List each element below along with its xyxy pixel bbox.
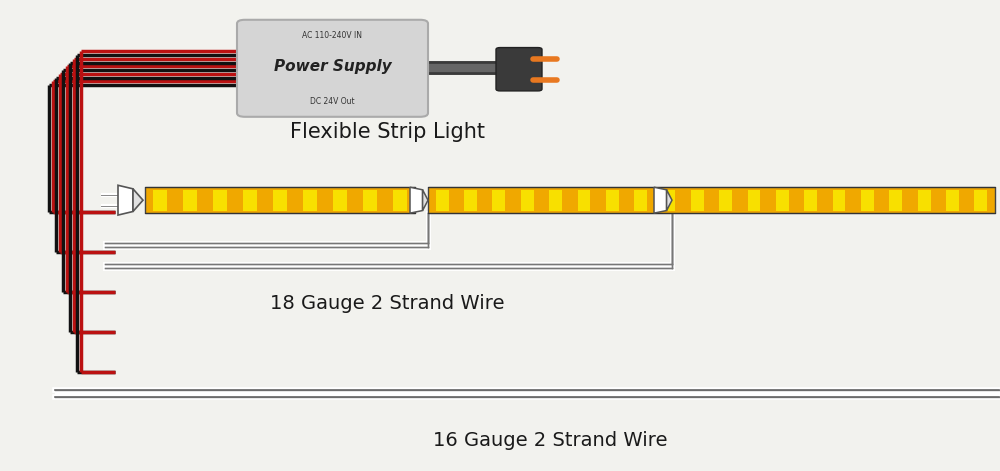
- Polygon shape: [410, 187, 423, 213]
- Bar: [243, 190, 257, 211]
- Bar: [663, 190, 675, 211]
- Bar: [578, 190, 590, 211]
- FancyBboxPatch shape: [496, 48, 542, 91]
- Bar: [145, 187, 415, 213]
- Polygon shape: [133, 189, 143, 211]
- Bar: [273, 190, 287, 211]
- Bar: [153, 190, 167, 211]
- Text: Flexible Strip Light: Flexible Strip Light: [290, 122, 485, 142]
- Bar: [889, 190, 902, 211]
- Bar: [719, 190, 732, 211]
- Bar: [363, 190, 377, 211]
- Bar: [918, 190, 931, 211]
- Bar: [393, 190, 407, 211]
- Bar: [436, 190, 449, 211]
- Bar: [634, 190, 647, 211]
- Bar: [428, 187, 995, 213]
- Polygon shape: [667, 190, 672, 211]
- Text: 16 Gauge 2 Strand Wire: 16 Gauge 2 Strand Wire: [433, 431, 667, 450]
- Bar: [748, 190, 760, 211]
- Polygon shape: [118, 185, 133, 215]
- Bar: [691, 190, 704, 211]
- Bar: [833, 190, 845, 211]
- Text: Power Supply: Power Supply: [274, 59, 391, 74]
- Bar: [213, 190, 227, 211]
- Bar: [303, 190, 317, 211]
- Bar: [804, 190, 817, 211]
- Text: AC 110-240V IN: AC 110-240V IN: [302, 31, 362, 40]
- Bar: [464, 190, 477, 211]
- Bar: [974, 190, 987, 211]
- Bar: [946, 190, 959, 211]
- Bar: [492, 190, 505, 211]
- Polygon shape: [423, 190, 428, 211]
- Text: 18 Gauge 2 Strand Wire: 18 Gauge 2 Strand Wire: [270, 294, 505, 313]
- Bar: [549, 190, 562, 211]
- Bar: [521, 190, 534, 211]
- Bar: [333, 190, 347, 211]
- Bar: [776, 190, 789, 211]
- Bar: [861, 190, 874, 211]
- Polygon shape: [654, 187, 667, 213]
- Bar: [183, 190, 197, 211]
- FancyBboxPatch shape: [237, 20, 428, 117]
- Bar: [606, 190, 619, 211]
- Text: DC 24V Out: DC 24V Out: [310, 97, 355, 106]
